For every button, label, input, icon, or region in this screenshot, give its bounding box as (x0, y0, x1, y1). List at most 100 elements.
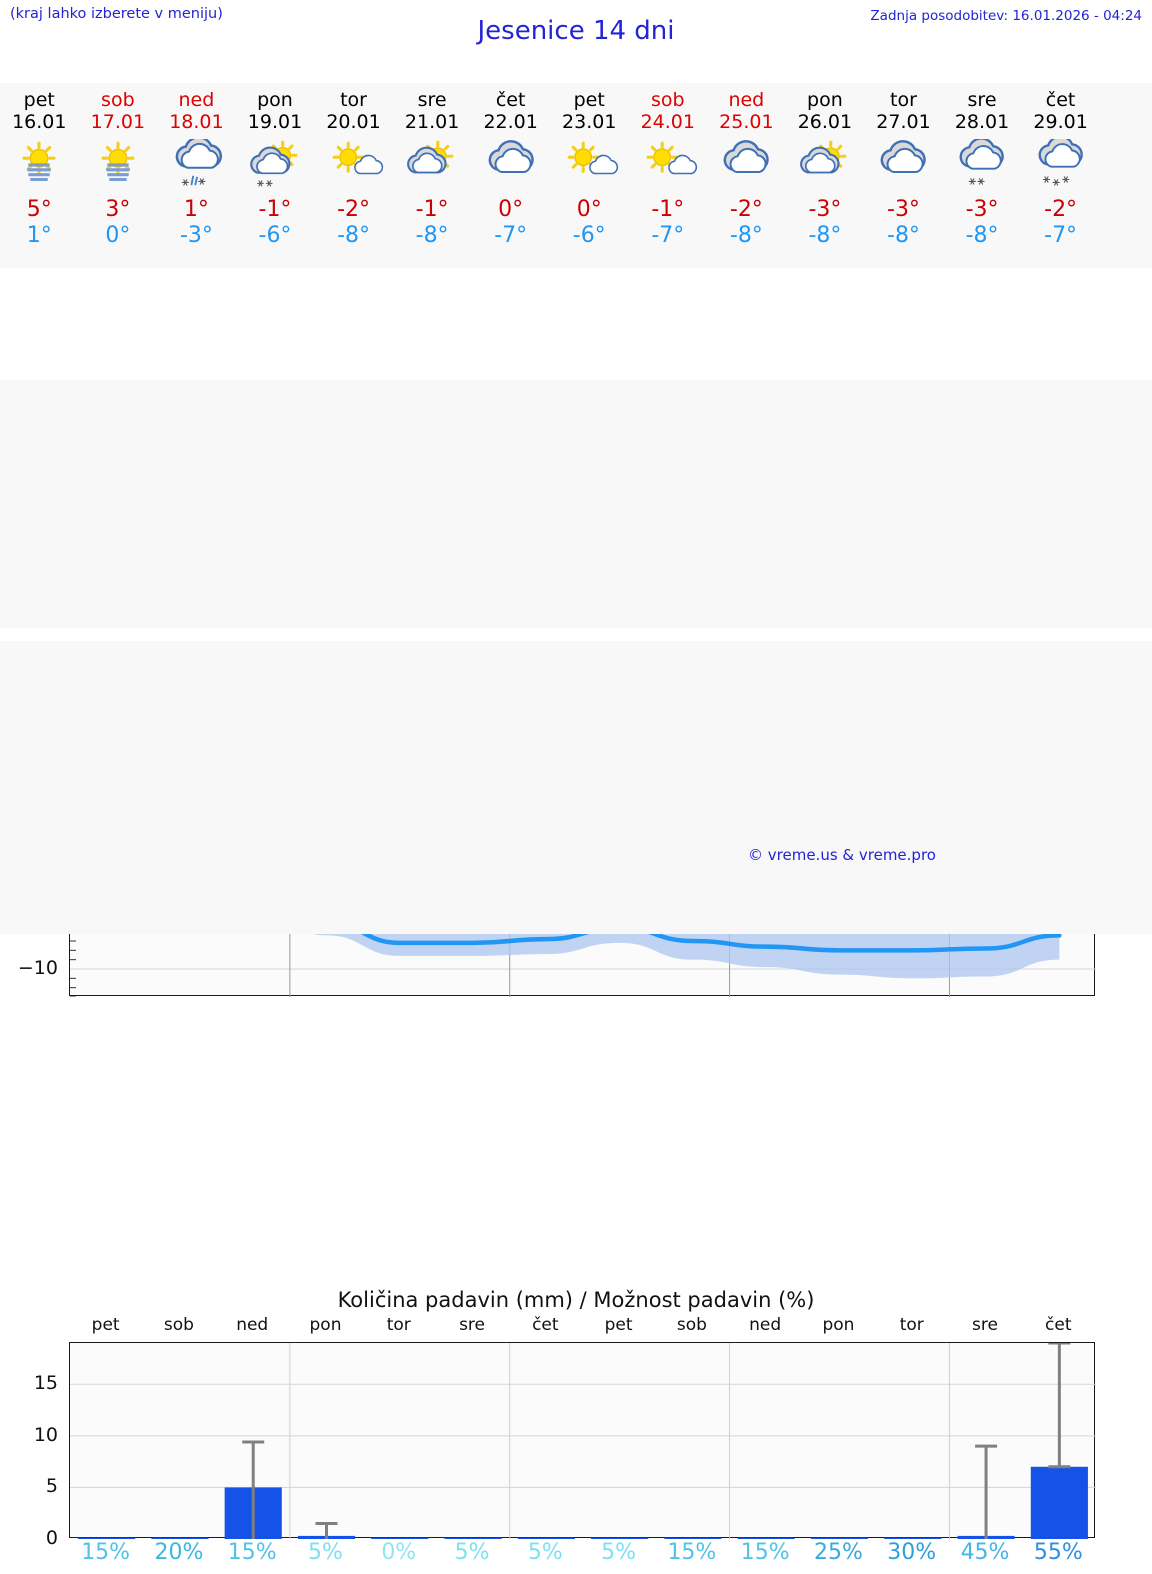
precipitation-day-labels: pet sob ned pon tor sre čet pet sob ned pon tor sre č… (69, 1315, 1095, 1339)
daily-forecast-strip: pet 16.01 5° 1° sob 17.01 3° 0° ned 18.01 1° -3° pon… (0, 83, 1152, 268)
day-date-label: 20.01 (326, 111, 381, 133)
day-column-pet-1601[interactable]: pet 16.01 5° 1° (0, 83, 79, 268)
day-column-ned-2501[interactable]: ned 25.01 -2° -8° (707, 83, 786, 268)
precipitation-day-label: pon (822, 1315, 855, 1335)
precipitation-probability-label: 45% (960, 1540, 1010, 1565)
precipitation-day-label: sob (163, 1315, 194, 1335)
max-temperature-label: -2° (337, 197, 370, 222)
day-date-label: 19.01 (247, 111, 303, 133)
precipitation-probability-label: 20% (154, 1540, 204, 1565)
max-temperature-label: -3° (965, 197, 999, 222)
max-temperature-label: 0° (576, 197, 602, 222)
day-date-label: 29.01 (1033, 111, 1088, 133)
day-column-sob-2401[interactable]: sob 24.01 -1° -7° (629, 83, 708, 268)
precipitation-probability-label: 5% (308, 1540, 343, 1565)
precipitation-probability-label: 30% (887, 1540, 937, 1565)
min-temperature-label: 1° (26, 223, 52, 248)
sun-fog-icon (0, 137, 79, 191)
sun-smallcloud-icon (629, 137, 708, 191)
min-temperature-label: -7° (494, 223, 528, 248)
max-temperature-label: 5° (26, 197, 52, 222)
max-temperature-label: -1° (415, 197, 449, 222)
precipitation-day-label: ned (236, 1315, 269, 1335)
menu-hint-label: (kraj lahko izberete v meniju) (10, 6, 223, 22)
day-of-week-label: pon (257, 89, 293, 111)
max-temperature-label: -1° (258, 197, 292, 222)
day-column-pon-1901[interactable]: pon 19.01 -1° -6° (236, 83, 315, 268)
precipitation-probability-label: 5% (601, 1540, 637, 1565)
day-date-label: 25.01 (719, 111, 774, 133)
day-of-week-label: sob (101, 89, 135, 111)
day-of-week-label: sob (650, 89, 685, 111)
day-date-label: 16.01 (12, 111, 67, 133)
precipitation-probability-label: 15% (667, 1540, 717, 1565)
day-column-sre-2101[interactable]: sre 21.01 -1° -8° (393, 83, 472, 268)
precipitation-probability-label: 5% (454, 1540, 490, 1565)
day-column-tor-2001[interactable]: tor 20.01 -2° -8° (314, 83, 393, 268)
last-updated-label: Zadnja posodobitev: 16.01.2026 - 04:24 (870, 8, 1142, 24)
day-of-week-label: ned (728, 89, 765, 111)
day-column-ned-1801[interactable]: ned 18.01 1° -3° (157, 83, 236, 268)
precipitation-probability-label: 0% (381, 1540, 417, 1565)
max-temperature-label: -1° (651, 197, 685, 222)
page-title: Jesenice 14 dni (477, 16, 675, 46)
precipitation-day-label: sre (972, 1315, 998, 1335)
day-date-label: 18.01 (169, 111, 224, 133)
sun-smallcloud-icon (550, 137, 629, 191)
max-temperature-label: -3° (887, 197, 920, 222)
day-of-week-label: pet (573, 89, 605, 111)
day-date-label: 17.01 (90, 111, 146, 133)
precipitation-plot-area (69, 1342, 1096, 1539)
min-temperature-label: -8° (808, 223, 842, 248)
precipitation-probability-label: 15% (740, 1540, 790, 1565)
precipitation-day-label: pon (309, 1315, 342, 1335)
min-temperature-label: -8° (415, 223, 449, 248)
day-column-sre-2801[interactable]: sre 28.01 -3° -8° (943, 83, 1022, 268)
day-of-week-label: pon (807, 89, 843, 111)
day-date-label: 27.01 (876, 111, 931, 133)
day-column-pon-2601[interactable]: pon 26.01 -3° -8° (786, 83, 865, 268)
temperature-y-tick-label: −10 (17, 957, 58, 979)
precipitation-probability-label: 15% (227, 1540, 277, 1565)
max-temperature-label: 3° (105, 197, 131, 222)
min-temperature-label: -8° (337, 223, 370, 248)
day-column-pet-2301[interactable]: pet 23.01 0° -6° (550, 83, 629, 268)
day-column-čet-2201[interactable]: čet 22.01 0° -7° (471, 83, 550, 268)
cloud-snow-icon (943, 137, 1022, 191)
sun-fog-icon (79, 137, 158, 191)
sun-behind-cloud-icon (393, 137, 472, 191)
day-of-week-label: ned (178, 89, 215, 111)
precipitation-day-label: pet (91, 1315, 120, 1335)
precipitation-probability-label: 55% (1033, 1540, 1083, 1565)
precipitation-y-tick-label: 15 (33, 1372, 58, 1395)
day-column-tor-2701[interactable]: tor 27.01 -3° -8° (864, 83, 943, 268)
precipitation-y-tick-label: 0 (45, 1527, 58, 1549)
cloud-snow-heavy-icon (1021, 137, 1100, 191)
precipitation-y-tick-label: 5 (45, 1475, 58, 1498)
max-temperature-label: -2° (1044, 197, 1078, 222)
max-temperature-label: 0° (498, 197, 524, 222)
day-date-label: 28.01 (954, 111, 1010, 133)
copyright-label: © vreme.us & vreme.pro (748, 846, 936, 864)
page-header: (kraj lahko izberete v meniju) Jesenice … (0, 0, 1152, 56)
precipitation-day-label: čet (1045, 1315, 1072, 1335)
day-date-label: 24.01 (640, 111, 695, 133)
sun-cloud-snow-icon (236, 137, 315, 191)
precipitation-y-tick-label: 10 (33, 1423, 58, 1446)
day-column-čet-2901[interactable]: čet 29.01 -2° -7° (1021, 83, 1100, 268)
precipitation-probability-label: 5% (527, 1540, 563, 1565)
overcast-icon (707, 137, 786, 191)
precipitation-day-label: pet (604, 1315, 633, 1335)
day-of-week-label: pet (23, 89, 55, 111)
min-temperature-label: -6° (572, 223, 606, 248)
day-of-week-label: tor (890, 89, 917, 111)
precipitation-day-label: čet (532, 1315, 559, 1335)
precipitation-day-label: tor (899, 1315, 924, 1335)
min-temperature-label: -8° (965, 223, 999, 248)
overcast-icon (471, 137, 550, 191)
day-column-sob-1701[interactable]: sob 17.01 3° 0° (79, 83, 158, 268)
day-date-label: 23.01 (562, 111, 617, 133)
sun-smallcloud-icon (314, 137, 393, 191)
day-date-label: 26.01 (797, 111, 853, 133)
precipitation-day-label: sob (676, 1315, 707, 1335)
